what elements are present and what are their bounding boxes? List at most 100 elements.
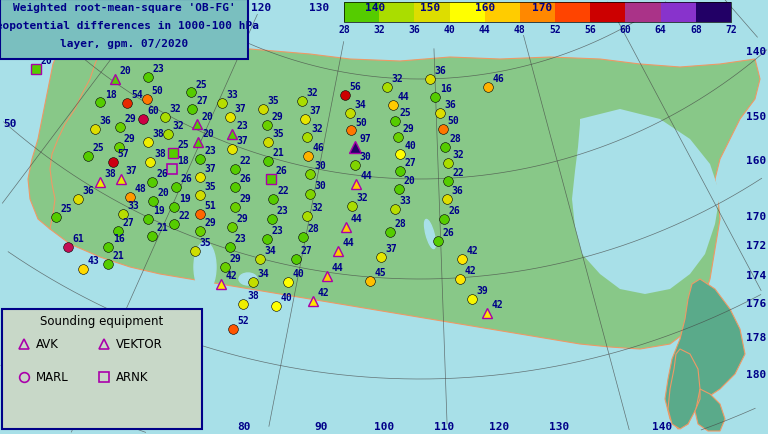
- Text: 25: 25: [61, 204, 72, 214]
- Text: 178: 178: [746, 332, 766, 342]
- Text: 172: 172: [746, 240, 766, 250]
- Text: 44: 44: [398, 92, 409, 102]
- Text: 16: 16: [439, 84, 452, 94]
- Text: 29: 29: [124, 134, 135, 144]
- Bar: [520, 3, 555, 23]
- Text: 27: 27: [300, 246, 313, 256]
- Text: 27: 27: [123, 218, 134, 228]
- Text: 37: 37: [126, 166, 137, 176]
- Text: 42: 42: [467, 246, 478, 256]
- Text: 61: 61: [73, 234, 84, 244]
- Text: Sounding equipment: Sounding equipment: [41, 314, 164, 327]
- Bar: [2, 309, 202, 429]
- Text: 25: 25: [93, 143, 104, 153]
- Text: AVK: AVK: [36, 338, 59, 351]
- Text: 68: 68: [690, 25, 702, 35]
- Text: 37: 37: [310, 106, 322, 116]
- Text: 20: 20: [202, 111, 214, 121]
- Text: 32: 32: [173, 121, 184, 131]
- Text: 110: 110: [434, 421, 454, 431]
- Text: 60: 60: [147, 106, 160, 116]
- Text: 46: 46: [492, 74, 505, 84]
- Text: 33: 33: [127, 201, 140, 211]
- Text: 44: 44: [361, 171, 372, 181]
- Text: 28: 28: [395, 219, 406, 229]
- Text: 19: 19: [179, 194, 190, 204]
- Bar: [696, 3, 731, 23]
- Text: 30: 30: [315, 181, 326, 191]
- Text: ARNK: ARNK: [116, 371, 148, 384]
- Text: 25: 25: [196, 79, 207, 89]
- Text: 20: 20: [41, 56, 52, 66]
- Text: 100: 100: [374, 421, 394, 431]
- Text: 38: 38: [104, 169, 117, 179]
- Text: 27: 27: [197, 96, 208, 106]
- Text: 18: 18: [104, 89, 117, 99]
- Text: 160: 160: [475, 3, 495, 13]
- Text: 120: 120: [251, 3, 271, 13]
- Text: 28: 28: [338, 25, 350, 35]
- Text: 27: 27: [405, 158, 416, 168]
- Bar: [379, 3, 415, 23]
- Bar: [591, 3, 625, 23]
- Polygon shape: [695, 389, 725, 431]
- Text: 40: 40: [293, 269, 304, 279]
- Text: 23: 23: [204, 146, 217, 156]
- Text: 18: 18: [177, 156, 188, 166]
- Text: 44: 44: [332, 263, 343, 273]
- Text: 80: 80: [237, 421, 251, 431]
- Text: 57: 57: [118, 149, 130, 159]
- Text: 40: 40: [405, 141, 416, 151]
- Text: 19: 19: [153, 206, 164, 216]
- Text: 29: 29: [230, 254, 241, 264]
- Text: 56: 56: [349, 82, 362, 92]
- Text: 37: 37: [204, 164, 217, 174]
- Text: 37: 37: [235, 104, 247, 114]
- Text: 22: 22: [278, 186, 290, 196]
- Text: 46: 46: [313, 143, 324, 153]
- Text: 33: 33: [399, 196, 412, 206]
- Bar: [344, 3, 731, 23]
- Text: 36: 36: [435, 66, 446, 76]
- Text: 35: 35: [200, 238, 211, 248]
- Text: 40: 40: [280, 293, 293, 303]
- Text: 23: 23: [235, 234, 247, 244]
- Text: 42: 42: [492, 300, 503, 310]
- Text: 33: 33: [227, 90, 238, 100]
- Ellipse shape: [425, 220, 435, 249]
- Text: 140: 140: [365, 3, 385, 13]
- Text: 40: 40: [444, 25, 455, 35]
- Bar: [660, 3, 696, 23]
- Text: 36: 36: [409, 25, 420, 35]
- Text: 130: 130: [309, 3, 329, 13]
- Text: 32: 32: [170, 104, 181, 114]
- Text: 97: 97: [359, 134, 372, 144]
- Text: 29: 29: [124, 114, 137, 124]
- Text: 23: 23: [276, 206, 289, 216]
- Text: 32: 32: [356, 193, 369, 203]
- Text: 20: 20: [404, 176, 415, 186]
- Bar: [625, 3, 660, 23]
- Text: 80: 80: [48, 3, 62, 13]
- Text: 56: 56: [584, 25, 596, 35]
- Text: 29: 29: [402, 124, 415, 134]
- Text: 37: 37: [386, 244, 397, 254]
- Text: 20: 20: [157, 188, 170, 198]
- Text: 100: 100: [140, 3, 160, 13]
- Bar: [0, 0, 248, 60]
- Text: 44: 44: [343, 238, 354, 248]
- Text: 26: 26: [180, 174, 193, 184]
- Text: 42: 42: [318, 288, 329, 298]
- Text: 64: 64: [655, 25, 667, 35]
- Text: 70: 70: [176, 421, 190, 431]
- Text: 20: 20: [203, 129, 214, 139]
- Text: 48: 48: [514, 25, 526, 35]
- Text: 35: 35: [273, 129, 284, 139]
- Text: 30: 30: [359, 152, 372, 162]
- Text: 32: 32: [312, 124, 323, 134]
- Text: 50: 50: [3, 119, 16, 128]
- Text: 150: 150: [746, 112, 766, 121]
- Text: geopotential differences in 1000-100 hPa: geopotential differences in 1000-100 hPa: [0, 21, 259, 31]
- Text: 90: 90: [314, 421, 328, 431]
- Text: Weighted root-mean-square 'OB-FG': Weighted root-mean-square 'OB-FG': [12, 3, 235, 13]
